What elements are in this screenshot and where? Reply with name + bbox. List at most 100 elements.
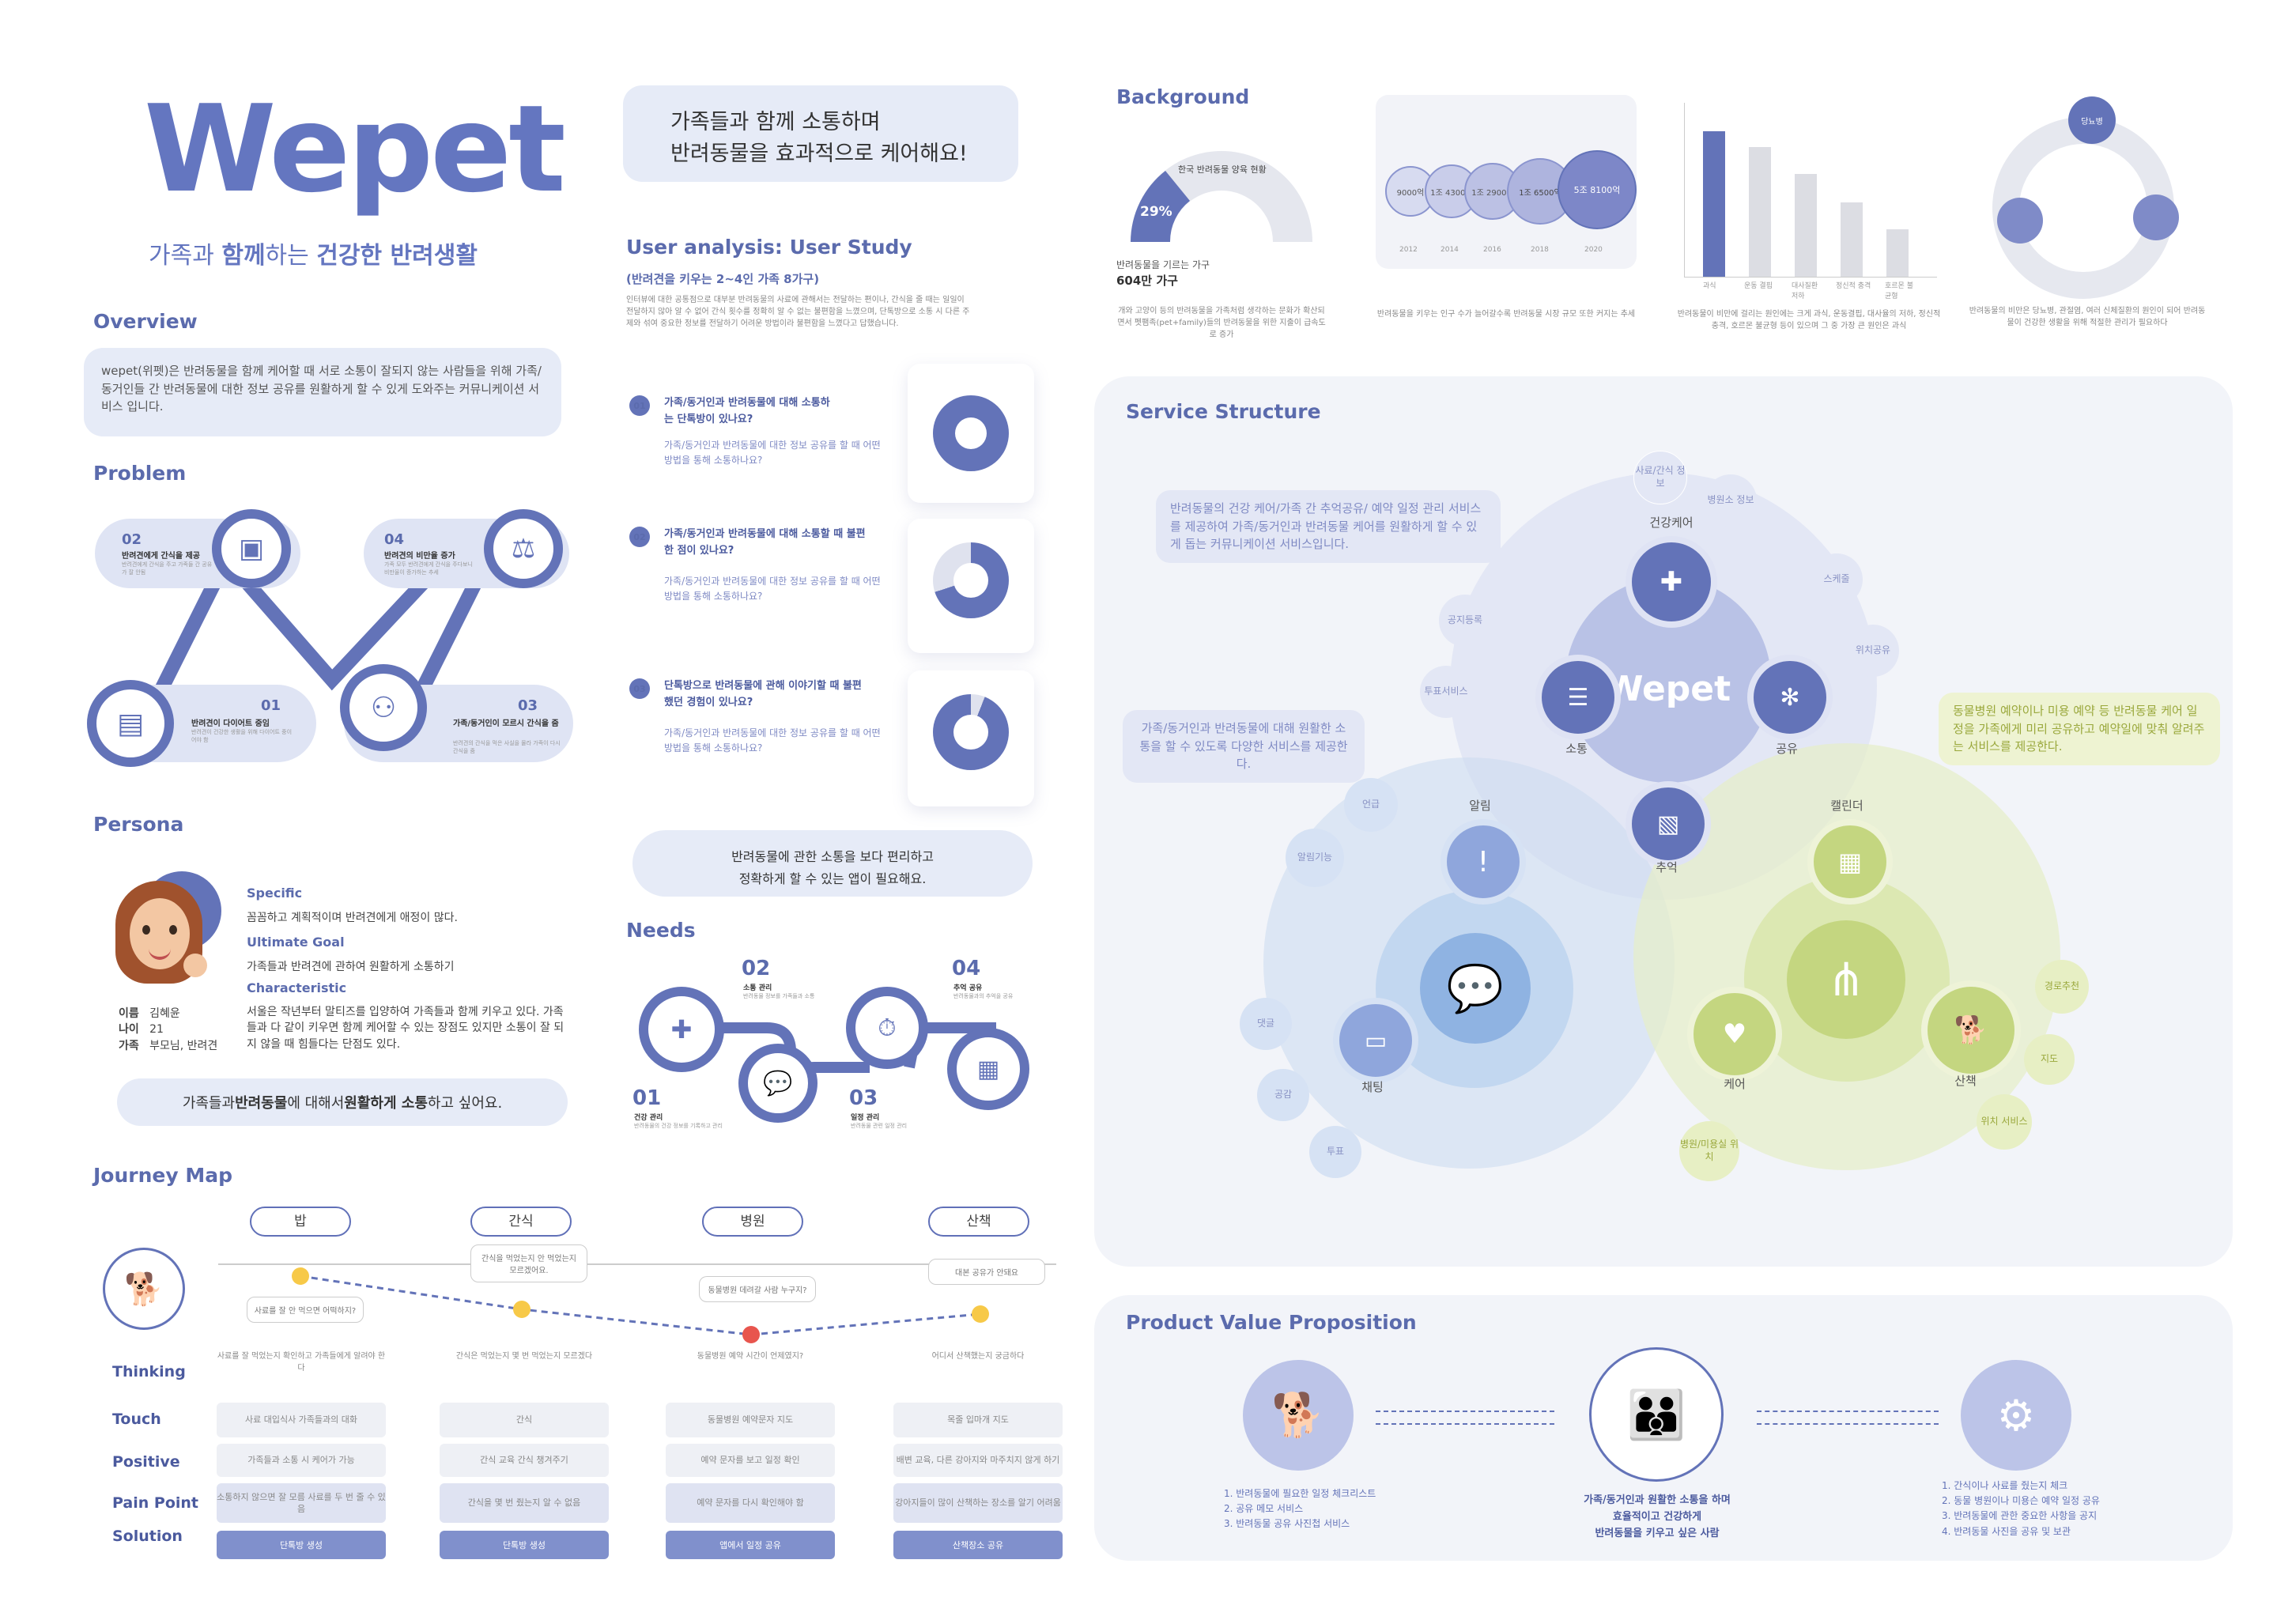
quote-text: 하고 싶어요. xyxy=(427,1095,503,1112)
tag-bubble: 언급 xyxy=(1344,778,1398,832)
cycle-diagram: 당뇨병 xyxy=(1984,93,2190,299)
connector-arrow xyxy=(1376,1411,1554,1412)
thinking-cell: 어디서 산책했는지 궁금하다 xyxy=(931,1352,1025,1361)
hero-line: 가족들과 함께 소통하며 xyxy=(670,110,881,134)
bar-label: 정신적 충격 xyxy=(1836,282,1871,290)
problem-num: 01 xyxy=(261,697,281,714)
persona-title: Persona xyxy=(93,813,184,836)
service-logo: Wepet xyxy=(1605,669,1731,709)
bubble-year: 2012 xyxy=(1399,246,1418,254)
persona-specific-label: Specific xyxy=(247,886,303,901)
tag-bubble: 스케줄 xyxy=(1811,553,1863,606)
tagline-bold: 건강한 반려생활 xyxy=(316,242,478,270)
value-center-line: 반려동물을 키우고 싶은 사람 xyxy=(1595,1527,1720,1539)
value-left-item: 1. 반려동물에 필요한 일정 체크리스트 xyxy=(1224,1488,1376,1499)
service-desc: 반려동물의 건강 케어/가족 간 추억공유/ 예약 일정 관리 서비스를 제공하… xyxy=(1156,490,1501,563)
user-analysis-title: User analysis: User Study xyxy=(626,236,912,259)
positive-cell: 간식 교육 간식 챙겨주기 xyxy=(440,1444,609,1477)
journey-note: 사료를 잘 안 먹으면 어떡하지? xyxy=(247,1297,364,1323)
overview-text: wepet(위펫)은 반려동물을 함께 케어할 때 서로 소통이 잘되지 않는 … xyxy=(101,364,542,414)
value-right-item: 4. 반려동물 사진을 공유 및 보관 xyxy=(1942,1525,2071,1537)
bubble-year: 2020 xyxy=(1584,246,1603,254)
memory-node-icon[interactable]: ▧ xyxy=(1626,781,1711,867)
care-node-icon[interactable]: ♥ xyxy=(1687,987,1782,1082)
chat-node-icon[interactable]: ▭ xyxy=(1333,998,1418,1083)
needs-item-title: 건강 관리 xyxy=(634,1114,663,1122)
row-label: Touch xyxy=(112,1411,161,1428)
touch-cell: 동물병원 예약문자 지도 xyxy=(666,1403,835,1437)
journey-note: 간식을 먹었는지 안 먹었는지 모르겠어요. xyxy=(470,1244,587,1282)
problem-item-title: 가족/동거인이 모르시 간식을 줌 xyxy=(453,719,559,728)
bar-label: 과식 xyxy=(1703,282,1716,290)
tag-bubble: 위치 서비스 xyxy=(1977,1094,2032,1150)
background-title: Background xyxy=(1116,85,1250,108)
persona-goal: 가족들과 반려견에 관하여 원활하게 소통하기 xyxy=(247,961,455,973)
persona-family: 부모님, 반려견 xyxy=(149,1039,218,1052)
touch-cell: 사료 대입식사 가족들과의 대화 xyxy=(217,1403,386,1437)
tag-bubble: 공지등록 xyxy=(1439,595,1491,647)
positive-cell: 배변 교육, 다른 강아지와 마주치지 않게 하기 xyxy=(893,1444,1063,1477)
share-node-icon[interactable]: ✻ xyxy=(1747,655,1833,740)
bar xyxy=(1841,202,1863,277)
node-label-memory: 추억 xyxy=(1656,860,1678,874)
thinking-cell: 간식은 먹었는지 몇 번 먹었는지 모르겠다 xyxy=(455,1352,593,1361)
donut-pct: 29% xyxy=(1140,204,1172,220)
solution-cell: 단톡방 생성 xyxy=(440,1531,609,1559)
node-label-health: 건강케어 xyxy=(1649,516,1694,530)
background-caption: 개와 고양이 등의 반려동물을 가족처럼 생각하는 문화가 확산되면서 펫팸족(… xyxy=(1117,307,1326,339)
tag-bubble: 투표 xyxy=(1309,1126,1361,1178)
pain-cell: 간식을 몇 번 줬는지 알 수 없음 xyxy=(440,1483,609,1523)
cycle-node xyxy=(1997,198,2043,244)
journey-note: 동물병원 데려갈 사람 누구지? xyxy=(699,1276,816,1302)
cycle-node xyxy=(2133,195,2179,240)
scale-icon: ⚖ xyxy=(484,509,563,588)
cycle-node: 당뇨병 xyxy=(2068,96,2116,144)
tag-bubble: 지도 xyxy=(2024,1034,2075,1085)
problem-diagram: 02 반려견에게 간식을 제공 반려견에게 간식을 주고 가족들 간 공유가 잘… xyxy=(79,506,585,775)
schedule-icon: ⏱ xyxy=(846,987,928,1069)
stage-hospital: 병원 xyxy=(702,1207,803,1237)
quote-bold: 원활하게 소통 xyxy=(344,1095,428,1112)
donut-card xyxy=(908,670,1034,806)
user-analysis-desc: 인터뷰에 대한 공통점으로 대부분 반려동물의 사료에 관해서는 전달하는 편이… xyxy=(626,296,970,328)
snack-box-icon: ▣ xyxy=(212,509,291,588)
row-label: Solution xyxy=(112,1528,183,1545)
row-label: Pain Point xyxy=(112,1494,198,1512)
chat-icon: 💬 xyxy=(738,1044,817,1123)
bubble-year: 2018 xyxy=(1531,246,1549,254)
share-icon: ⋔ xyxy=(1787,920,1905,1039)
journey-timeline xyxy=(218,1263,1056,1265)
health-care-node-icon[interactable]: ✚ xyxy=(1626,536,1717,628)
tag-bubble: 사료/간식 정보 xyxy=(1633,451,1687,504)
node-label-calendar: 캘린더 xyxy=(1830,799,1863,813)
value-center-line: 가족/동거인과 원활한 소통을 하며 xyxy=(1584,1494,1731,1506)
thinking-cell: 사료를 잘 먹었는지 확인하고 가족들에게 알려야 한다 xyxy=(217,1352,386,1373)
node-label-share: 공유 xyxy=(1776,742,1798,756)
persona-goal-label: Ultimate Goal xyxy=(247,935,345,950)
bubble: 5조 8100억 xyxy=(1558,150,1637,229)
needs-num: 04 xyxy=(952,957,981,980)
problem-item-desc: 반려견의 간식을 먹은 사실을 몰라 가족이 다시 간식을 줌 xyxy=(453,740,561,754)
bar-label: 대사질환 저하 xyxy=(1792,282,1818,300)
background-caption: 반려동물의 비만은 당뇨병, 관절염, 여러 신체질환의 원인이 되어 반려동물… xyxy=(1969,307,2206,327)
donut-label: 반려동물을 기르는 가구 xyxy=(1116,259,1210,270)
donut-card xyxy=(908,519,1034,653)
needs-num: 01 xyxy=(632,1086,662,1110)
persona-name-label: 이름 xyxy=(119,1007,139,1020)
tag-bubble: 위치공유 xyxy=(1847,625,1899,677)
persona-info: 이름 김혜윤 나이 21 가족 부모님, 반려견 xyxy=(119,1006,217,1054)
family-icon: 👪 xyxy=(1589,1347,1724,1482)
hero-line: 반려동물을 효과적으로 케어해요! xyxy=(670,142,968,166)
talk-node-icon[interactable]: ☰ xyxy=(1535,655,1621,740)
user-quote-line: 정확하게 할 수 있는 앱이 필요해요. xyxy=(738,871,927,886)
needs-diagram: ✚ 💬 ⏱ ▦ 02 소통 관리 반려동물 정보를 가족들과 소통 04 추억 … xyxy=(632,957,1044,1146)
dog-icon: 🐕 xyxy=(103,1248,185,1330)
service-desc: 가족/동거인과 반려동물에 대해 원활한 소통을 할 수 있도록 다양한 서비스… xyxy=(1123,710,1365,783)
calendar-node-icon[interactable]: ▦ xyxy=(1807,819,1893,905)
alarm-node-icon[interactable]: ! xyxy=(1441,819,1526,905)
question-desc: 가족/동거인과 반려동물에 대한 정보 공유를 할 때 어떤 방법을 통해 소통… xyxy=(664,576,881,602)
walk-node-icon[interactable]: 🐕 xyxy=(1921,980,2021,1080)
row-label: Thinking xyxy=(112,1363,186,1380)
solution-cell: 산책장소 공유 xyxy=(893,1531,1063,1559)
gear-icon: ⚙ xyxy=(1961,1360,2071,1471)
